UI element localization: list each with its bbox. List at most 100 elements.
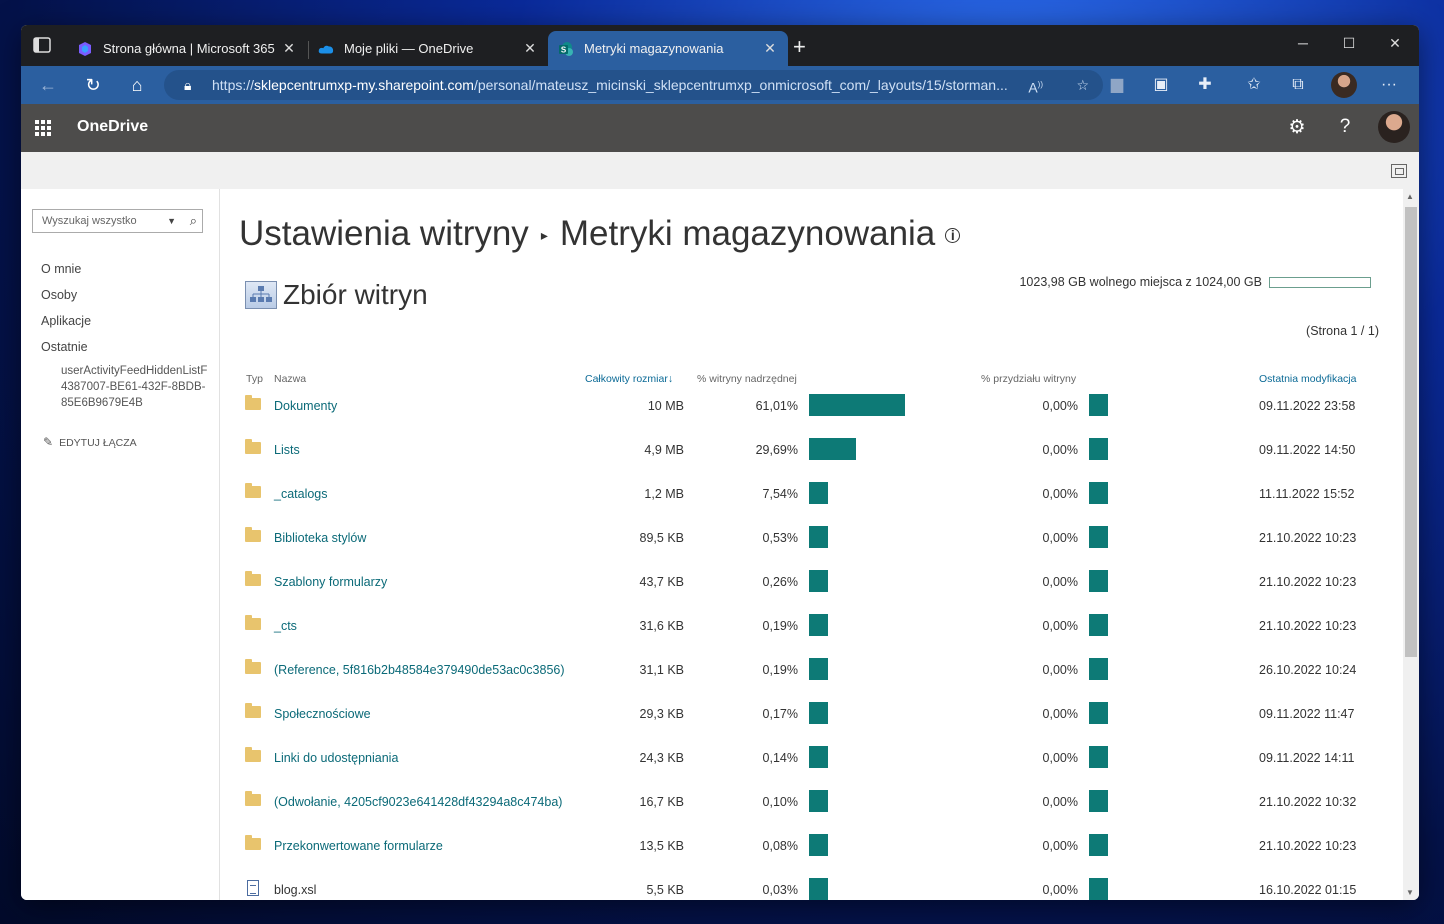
table-row[interactable]: Społecznościowe 29,3 KB 0,17% 0,00% 09.11.20… <box>221 702 1401 726</box>
parent-pct-bar <box>809 702 828 724</box>
read-aloud-icon[interactable]: A)) <box>1028 79 1043 96</box>
nav-item-recent[interactable]: Ostatnie <box>41 340 88 354</box>
row-name-link[interactable]: Społecznościowe <box>274 707 371 721</box>
nav-item-apps[interactable]: Aplikacje <box>41 314 92 328</box>
quota-pct-bar <box>1089 482 1108 504</box>
table-row[interactable]: blog.xsl 5,5 KB 0,03% 0,00% 16.10.2022 01:15 <box>221 878 1401 900</box>
nav-recent-subitem[interactable]: userActivityFeedHiddenListF4387007-BE61-… <box>61 365 208 409</box>
favorites-icon[interactable]: ✩ <box>1247 76 1261 93</box>
extensions-icon[interactable]: ✚ <box>1198 76 1212 93</box>
close-tab-icon[interactable]: ✕ <box>283 40 295 56</box>
table-row[interactable]: Linki do udostępniania 24,3 KB 0,14% 0,00% 0… <box>221 746 1401 770</box>
search-scope-dropdown-icon[interactable]: ▼ <box>167 216 176 226</box>
row-size: 24,3 KB <box>639 751 684 765</box>
table-row[interactable]: _catalogs 1,2 MB 7,54% 0,00% 11.11.2022 15:5… <box>221 482 1401 506</box>
row-size: 89,5 KB <box>639 531 684 545</box>
breadcrumb-site-settings[interactable]: Ustawienia witryny <box>239 214 529 253</box>
col-header-modified[interactable]: Ostatnia modyfikacja <box>1259 373 1357 385</box>
extension-icon[interactable]: ▆ <box>1110 76 1124 93</box>
row-name-link[interactable]: Linki do udostępniania <box>274 751 399 765</box>
minimize-icon[interactable]: ─ <box>1298 35 1308 51</box>
row-name-link[interactable]: (Reference, 5f816b2b48584e379490de53ac0c… <box>274 663 565 677</box>
row-name-link[interactable]: _catalogs <box>274 487 328 501</box>
quota-pct-bar <box>1089 570 1108 592</box>
parent-pct-bar <box>809 746 828 768</box>
vertical-scrollbar[interactable]: ▲ ▼ <box>1403 189 1419 900</box>
table-row[interactable]: Przekonwertowane formularze 13,5 KB 0,08% 0… <box>221 834 1401 858</box>
row-name-link[interactable]: Przekonwertowane formularze <box>274 839 443 853</box>
info-icon[interactable]: i <box>945 228 961 244</box>
row-quota-pct: 0,00% <box>1042 751 1078 765</box>
close-window-icon[interactable]: ✕ <box>1389 35 1401 51</box>
scroll-down-icon[interactable]: ▼ <box>1406 888 1414 897</box>
maximize-icon[interactable]: ☐ <box>1342 35 1356 51</box>
row-parent-pct: 0,08% <box>762 839 798 853</box>
row-quota-pct: 0,00% <box>1042 663 1078 677</box>
row-name-link[interactable]: Szablony formularzy <box>274 575 388 589</box>
col-header-name[interactable]: Nazwa <box>274 373 307 385</box>
tab-bar: Strona główna | Microsoft 365 ✕ Moje pli… <box>21 25 1419 66</box>
table-row[interactable]: Szablony formularzy 43,7 KB 0,26% 0,00% 21.1… <box>221 570 1401 594</box>
row-name-link[interactable]: _cts <box>274 619 297 633</box>
close-tab-icon[interactable]: ✕ <box>524 40 536 56</box>
app-launcher-icon[interactable] <box>35 120 51 136</box>
collections-icon[interactable]: ⧉ <box>1292 76 1304 93</box>
tab-onedrive[interactable]: Moje pliki — OneDrive ✕ <box>308 31 548 66</box>
row-parent-pct: 0,19% <box>762 663 798 677</box>
url-field[interactable]: 🔒︎ https://sklepcentrumxp-my.sharepoint.… <box>164 70 1103 100</box>
tab-microsoft365[interactable]: Strona główna | Microsoft 365 ✕ <box>67 31 307 66</box>
folder-icon <box>245 791 261 806</box>
table-row[interactable]: Biblioteka stylów 89,5 KB 0,53% 0,00% 21.10.… <box>221 526 1401 550</box>
row-parent-pct: 7,54% <box>762 487 798 501</box>
close-tab-icon[interactable]: ✕ <box>764 40 776 56</box>
row-modified: 11.11.2022 15:52 <box>1259 487 1355 501</box>
table-row[interactable]: _cts 31,6 KB 0,19% 0,00% 21.10.2022 10:23 <box>221 614 1401 638</box>
parent-pct-bar <box>809 658 828 680</box>
refresh-icon[interactable]: ↻ <box>85 75 101 95</box>
row-name-link[interactable]: (Odwołanie, 4205cf9023e641428df43294a8c4… <box>274 795 563 809</box>
row-name-link[interactable]: Biblioteka stylów <box>274 531 367 545</box>
row-modified: 09.11.2022 14:11 <box>1259 751 1355 765</box>
help-icon[interactable]: ? <box>1339 116 1351 137</box>
file-icon <box>247 880 259 896</box>
search-input[interactable]: Wyszukaj wszystko ▼ ⌕ <box>32 209 203 233</box>
focus-mode-icon[interactable] <box>1391 164 1407 178</box>
onedrive-icon <box>318 41 334 57</box>
edit-links-button[interactable]: ✎ EDYTUJ ŁĄCZA <box>43 435 137 449</box>
quota-pct-bar <box>1089 394 1108 416</box>
home-icon[interactable]: ⌂ <box>131 75 143 95</box>
col-header-size[interactable]: Całkowity rozmiar↓ <box>585 373 673 385</box>
back-icon[interactable]: ← <box>39 75 57 95</box>
row-parent-pct: 0,03% <box>762 883 798 897</box>
new-tab-button[interactable]: + <box>793 34 806 59</box>
scroll-up-icon[interactable]: ▲ <box>1406 192 1414 201</box>
row-name-link[interactable]: Dokumenty <box>274 399 338 413</box>
tab-actions-icon[interactable] <box>33 37 51 53</box>
settings-gear-icon[interactable]: ⚙ <box>1288 117 1306 138</box>
user-avatar[interactable] <box>1378 111 1410 143</box>
quota-pct-bar <box>1089 878 1108 900</box>
pencil-icon: ✎ <box>43 435 54 449</box>
scrollbar-thumb[interactable] <box>1405 207 1417 657</box>
lock-icon[interactable]: 🔒︎ <box>184 77 192 93</box>
table-row[interactable]: (Reference, 5f816b2b48584e379490de53ac0c… <box>221 658 1401 682</box>
row-name-link[interactable]: Lists <box>274 443 300 457</box>
row-parent-pct: 29,69% <box>755 443 798 457</box>
add-favorite-icon[interactable]: ☆ <box>1076 77 1089 93</box>
table-row[interactable]: Dokumenty 10 MB 61,01% 0,00% 09.11.2022 23:5… <box>221 394 1401 418</box>
more-menu-icon[interactable]: ··· <box>1381 76 1397 93</box>
parent-pct-bar <box>809 526 828 548</box>
row-name-link[interactable]: blog.xsl <box>274 883 317 897</box>
outlook-extension-icon[interactable]: ▣ <box>1153 76 1169 93</box>
tab-separator <box>308 41 309 59</box>
search-icon[interactable]: ⌕ <box>189 213 197 228</box>
folder-icon <box>245 615 261 630</box>
nav-item-people[interactable]: Osoby <box>41 288 78 302</box>
tab-storage-metrics[interactable]: S Metryki magazynowania ✕ <box>548 31 788 66</box>
table-row[interactable]: Lists 4,9 MB 29,69% 0,00% 09.11.2022 14:50 <box>221 438 1401 462</box>
nav-item-about-me[interactable]: O mnie <box>41 262 82 276</box>
profile-avatar[interactable] <box>1331 72 1357 98</box>
section-title: Zbiór witryn <box>283 279 428 310</box>
app-brand[interactable]: OneDrive <box>77 118 149 135</box>
table-row[interactable]: (Odwołanie, 4205cf9023e641428df43294a8c4… <box>221 790 1401 814</box>
